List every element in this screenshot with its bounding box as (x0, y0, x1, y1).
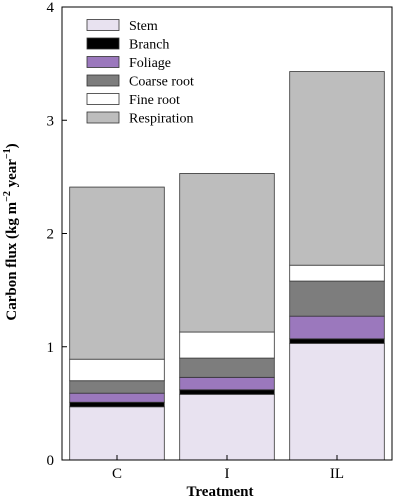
y-axis-title-mid: year (4, 159, 20, 191)
legend-swatch-fine-root (86, 93, 120, 105)
bar-segment-branch-il (289, 338, 385, 344)
bar-segment-foliage-il (289, 315, 385, 340)
bar-segment-stem-i (179, 393, 275, 461)
legend: Stem Branch Foliage Coarse root Fine root Res… (86, 19, 194, 127)
x-axis-title: Treatment (187, 484, 254, 499)
axes-layer: 0 1 2 3 4 C I IL (47, 0, 393, 482)
legend-swatch-stem (86, 19, 120, 31)
y-axis-title-sup1: −2 (2, 191, 13, 202)
y-axis-title-main: Carbon flux (kg m (4, 201, 20, 320)
legend-label-stem: Stem (129, 19, 158, 34)
y-axis-title: Carbon flux (kg m−2 year−1) (2, 143, 20, 320)
y-axis-title-end: ) (4, 143, 20, 148)
y-tick-label-3: 3 (47, 113, 55, 129)
legend-swatch-foliage (86, 56, 120, 68)
bar-segment-stem-c (69, 406, 165, 461)
bar-segment-branch-c (69, 401, 165, 408)
legend-label-coarse-root: Coarse root (129, 75, 194, 90)
legend-label-branch: Branch (129, 38, 169, 53)
bar-segment-foliage-c (69, 392, 165, 403)
legend-label-foliage: Foliage (129, 56, 171, 71)
y-tick-label-2: 2 (47, 227, 55, 243)
bar-segment-coarse-root-c (69, 380, 165, 394)
x-tick-label-il: IL (330, 466, 344, 482)
bar-segment-respiration-c (69, 186, 165, 360)
bar-segment-fine-root-il (289, 264, 385, 282)
bar-segment-foliage-i (179, 376, 275, 391)
bar-segment-fine-root-i (179, 331, 275, 359)
y-tick-label-4: 4 (47, 0, 55, 16)
bar-segment-coarse-root-i (179, 357, 275, 378)
y-tick-label-1: 1 (47, 340, 55, 356)
bar-segment-respiration-il (289, 71, 385, 266)
y-axis-title-sup2: −1 (2, 148, 13, 159)
legend-label-fine-root: Fine root (129, 93, 180, 108)
bar-segment-stem-il (289, 342, 385, 461)
legend-swatch-respiration (86, 111, 120, 124)
bar-segment-branch-i (179, 389, 275, 395)
legend-swatch-coarse-root (86, 74, 120, 87)
bar-segment-coarse-root-il (289, 280, 385, 317)
y-tick-label-0: 0 (47, 453, 55, 469)
legend-swatch-branch (86, 37, 120, 50)
bar-segment-fine-root-c (69, 358, 165, 382)
bar-segment-respiration-i (179, 173, 275, 333)
legend-label-respiration: Respiration (129, 112, 194, 127)
bars-layer (69, 71, 385, 461)
x-tick-label-c: C (112, 466, 122, 482)
x-tick-label-i: I (225, 466, 230, 482)
